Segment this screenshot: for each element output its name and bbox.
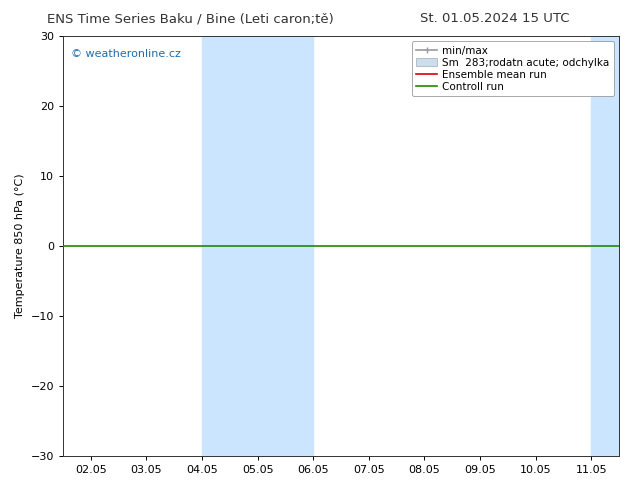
Text: ENS Time Series Baku / Bine (Leti caron;tě): ENS Time Series Baku / Bine (Leti caron;…	[47, 12, 333, 25]
Text: St. 01.05.2024 15 UTC: St. 01.05.2024 15 UTC	[420, 12, 569, 25]
Bar	[591, 36, 630, 456]
Y-axis label: Temperature 850 hPa (°C): Temperature 850 hPa (°C)	[15, 174, 25, 318]
Legend: min/max, Sm  283;rodatn acute; odchylka, Ensemble mean run, Controll run: min/max, Sm 283;rodatn acute; odchylka, …	[412, 41, 614, 96]
Text: © weatheronline.cz: © weatheronline.cz	[72, 49, 181, 59]
Bar	[202, 36, 313, 456]
